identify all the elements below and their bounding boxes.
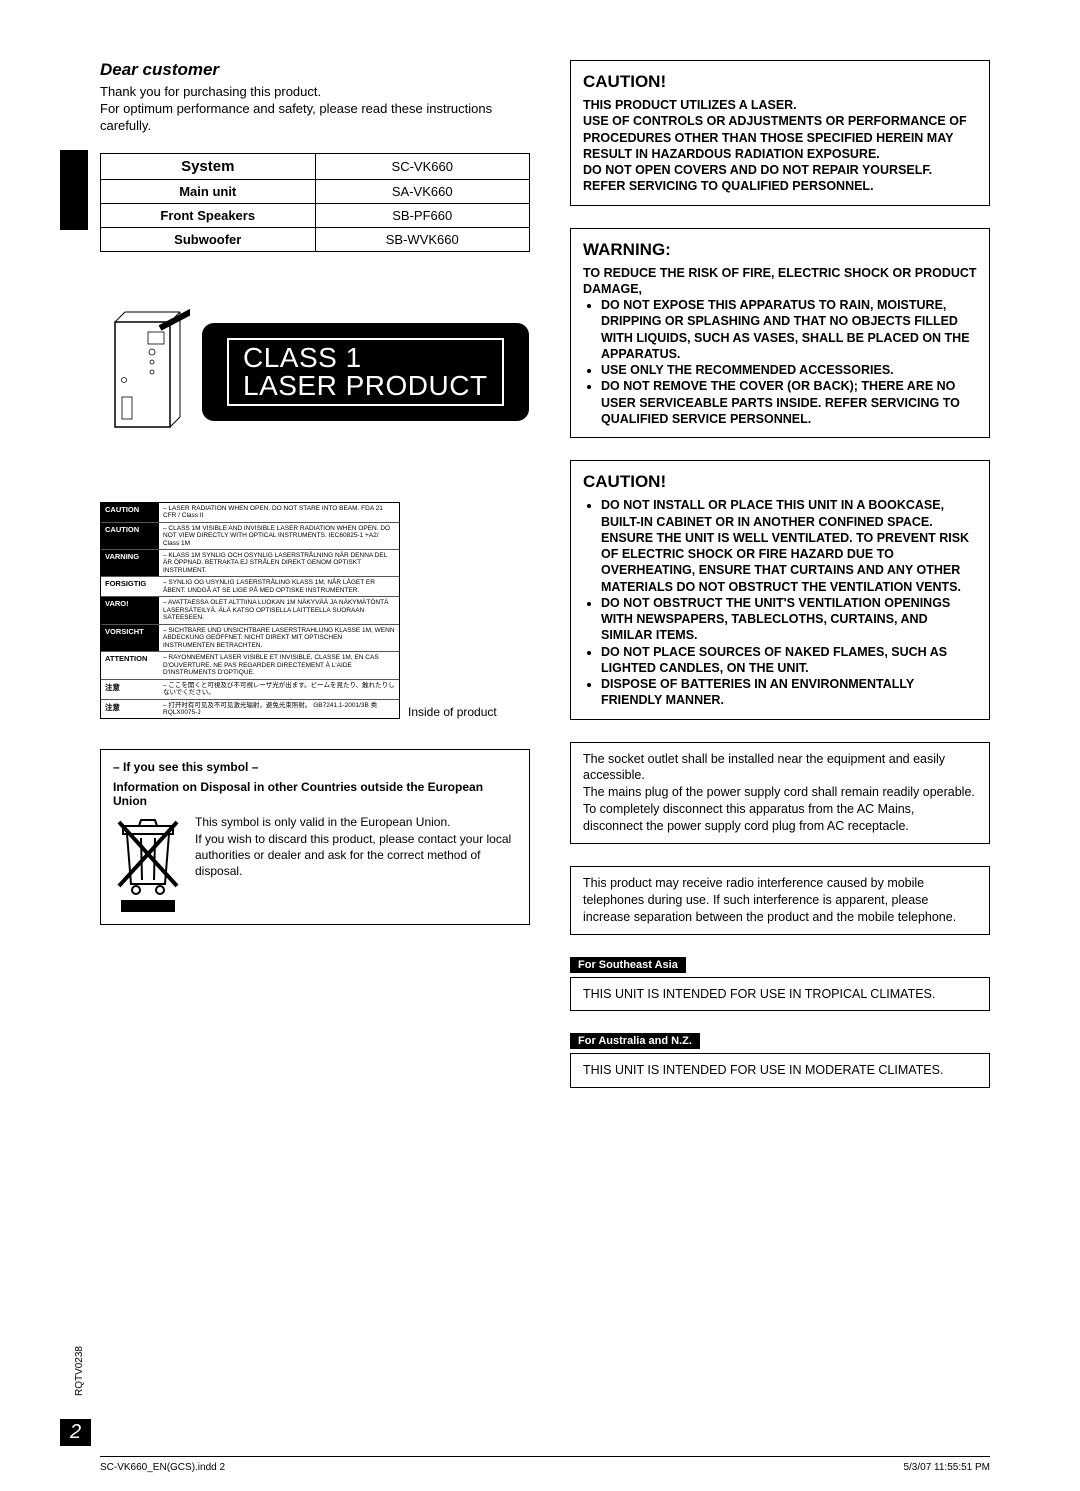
caution2-item: DO NOT INSTALL OR PLACE THIS UNIT IN A B… — [601, 497, 977, 595]
warning-item: DO NOT EXPOSE THIS APPARATUS TO RAIN, MO… — [601, 297, 977, 362]
symbol-subheading: Information on Disposal in other Countri… — [113, 780, 517, 808]
socket-note-box: The socket outlet shall be installed nea… — [570, 742, 990, 844]
radio-note-box: This product may receive radio interfere… — [570, 866, 990, 935]
caution2-item: DISPOSE OF BATTERIES IN AN ENVIRONMENTAL… — [601, 676, 977, 709]
laser-warning-labels: CAUTION– LASER RADIATION WHEN OPEN. DO N… — [100, 502, 400, 720]
doc-code: RQTV0238 — [74, 1346, 85, 1396]
warning-item: USE ONLY THE RECOMMENDED ACCESSORIES. — [601, 362, 977, 378]
caution2-title: CAUTION! — [583, 471, 977, 493]
system-row-label: System — [101, 153, 316, 179]
weee-icon — [113, 814, 183, 914]
laser-label-row: FORSIGTIG– SYNLIG OG USYNLIG LASERSTRÅLI… — [101, 577, 399, 597]
footer: SC-VK660_EN(GCS).indd 2 5/3/07 11:55:51 … — [100, 1456, 990, 1473]
region1-tag: For Southeast Asia — [570, 957, 686, 973]
warning-title: WARNING: — [583, 239, 977, 261]
class1-line2: LASER PRODUCT — [243, 372, 488, 400]
laser-label-key: VORSICHT — [101, 625, 159, 651]
caution2-item: DO NOT PLACE SOURCES OF NAKED FLAMES, SU… — [601, 644, 977, 677]
warning-item: DO NOT REMOVE THE COVER (OR BACK); THERE… — [601, 378, 977, 427]
laser-label-text: – 打开时有可见及不可见激光辐射，避免光束照射。 GB7241.1-2001/3… — [159, 700, 399, 719]
laser-label-text: – SYNLIG OG USYNLIG LASERSTRÅLING KLASS … — [159, 577, 399, 596]
symbol-text: This symbol is only valid in the Europea… — [195, 814, 517, 914]
laser-label-text: – KLASS 1M SYNLIG OCH OSYNLIG LASERSTRÅL… — [159, 550, 399, 576]
laser-label-row: CAUTION– CLASS 1M VISIBLE AND INVISIBLE … — [101, 523, 399, 550]
footer-right: 5/3/07 11:55:51 PM — [903, 1462, 990, 1473]
edge-tab — [60, 150, 88, 230]
laser-label-key: VARO! — [101, 597, 159, 623]
laser-label-key: 注意 — [101, 700, 159, 719]
inside-note: Inside of product — [408, 705, 497, 719]
region-2: For Australia and N.Z. THIS UNIT IS INTE… — [570, 1033, 990, 1088]
laser-label-row: CAUTION– LASER RADIATION WHEN OPEN. DO N… — [101, 503, 399, 523]
system-row: SubwooferSB-WVK660 — [101, 227, 530, 251]
caution-box-1: CAUTION! THIS PRODUCT UTILIZES A LASER. … — [570, 60, 990, 206]
caution-box-2: CAUTION! DO NOT INSTALL OR PLACE THIS UN… — [570, 460, 990, 719]
region-1: For Southeast Asia THIS UNIT IS INTENDED… — [570, 957, 990, 1012]
laser-label-key: 注意 — [101, 680, 159, 699]
laser-label-key: CAUTION — [101, 523, 159, 549]
laser-label-row: VARNING– KLASS 1M SYNLIG OCH OSYNLIG LAS… — [101, 550, 399, 577]
laser-label-key: CAUTION — [101, 503, 159, 522]
system-row-label: Subwoofer — [101, 227, 316, 251]
disposal-symbol-box: – If you see this symbol – Information o… — [100, 749, 530, 925]
laser-label-key: FORSIGTIG — [101, 577, 159, 596]
page-number: 2 — [60, 1419, 91, 1446]
system-row: SystemSC-VK660 — [101, 153, 530, 179]
system-row-value: SC-VK660 — [315, 153, 530, 179]
laser-label-key: ATTENTION — [101, 652, 159, 678]
region2-text: THIS UNIT IS INTENDED FOR USE IN MODERAT… — [570, 1053, 990, 1088]
caution1-title: CAUTION! — [583, 71, 977, 93]
laser-label-text: – CLASS 1M VISIBLE AND INVISIBLE LASER R… — [159, 523, 399, 549]
laser-label-text: – AVATTAESSA OLET ALTTIINA LUOKAN 1M NÄK… — [159, 597, 399, 623]
system-row: Main unitSA-VK660 — [101, 179, 530, 203]
system-table: SystemSC-VK660Main unitSA-VK660Front Spe… — [100, 153, 530, 252]
caution1-body: THIS PRODUCT UTILIZES A LASER. USE OF CO… — [583, 97, 977, 195]
footer-left: SC-VK660_EN(GCS).indd 2 — [100, 1462, 225, 1473]
warning-lead: TO REDUCE THE RISK OF FIRE, ELECTRIC SHO… — [583, 265, 977, 298]
subwoofer-icon — [100, 302, 190, 442]
laser-label-key: VARNING — [101, 550, 159, 576]
laser-class-diagram: CLASS 1 LASER PRODUCT — [100, 302, 530, 442]
laser-label-row: VARO!– AVATTAESSA OLET ALTTIINA LUOKAN 1… — [101, 597, 399, 624]
intro-line2: For optimum performance and safety, plea… — [100, 101, 530, 135]
dear-heading: Dear customer — [100, 60, 530, 80]
laser-label-row: 注意– ここを開くと可視及び不可視レーザ光が出ます。ビームを見たり、触れたりしな… — [101, 680, 399, 700]
caution2-item: DO NOT OBSTRUCT THE UNIT'S VENTILATION O… — [601, 595, 977, 644]
system-row-label: Main unit — [101, 179, 316, 203]
class1-label: CLASS 1 LASER PRODUCT — [202, 323, 529, 421]
system-row-value: SB-WVK660 — [315, 227, 530, 251]
system-row: Front SpeakersSB-PF660 — [101, 203, 530, 227]
laser-label-text: – LASER RADIATION WHEN OPEN. DO NOT STAR… — [159, 503, 399, 522]
class1-line1: CLASS 1 — [243, 344, 488, 372]
laser-label-row: VORSICHT– SICHTBARE UND UNSICHTBARE LASE… — [101, 625, 399, 652]
laser-label-text: – ここを開くと可視及び不可視レーザ光が出ます。ビームを見たり、触れたりしないで… — [159, 680, 399, 699]
laser-label-row: ATTENTION– RAYONNEMENT LASER VISIBLE ET … — [101, 652, 399, 679]
system-row-value: SA-VK660 — [315, 179, 530, 203]
system-row-value: SB-PF660 — [315, 203, 530, 227]
warning-box: WARNING: TO REDUCE THE RISK OF FIRE, ELE… — [570, 228, 990, 439]
laser-label-row: 注意– 打开时有可见及不可见激光辐射，避免光束照射。 GB7241.1-2001… — [101, 700, 399, 719]
laser-label-text: – RAYONNEMENT LASER VISIBLE ET INVISIBLE… — [159, 652, 399, 678]
intro-line1: Thank you for purchasing this product. — [100, 84, 530, 101]
region2-tag: For Australia and N.Z. — [570, 1033, 700, 1049]
intro-block: Dear customer Thank you for purchasing t… — [100, 60, 530, 135]
symbol-heading: – If you see this symbol – — [113, 760, 517, 774]
system-row-label: Front Speakers — [101, 203, 316, 227]
region1-text: THIS UNIT IS INTENDED FOR USE IN TROPICA… — [570, 977, 990, 1012]
laser-label-text: – SICHTBARE UND UNSICHTBARE LASERSTRAHLU… — [159, 625, 399, 651]
